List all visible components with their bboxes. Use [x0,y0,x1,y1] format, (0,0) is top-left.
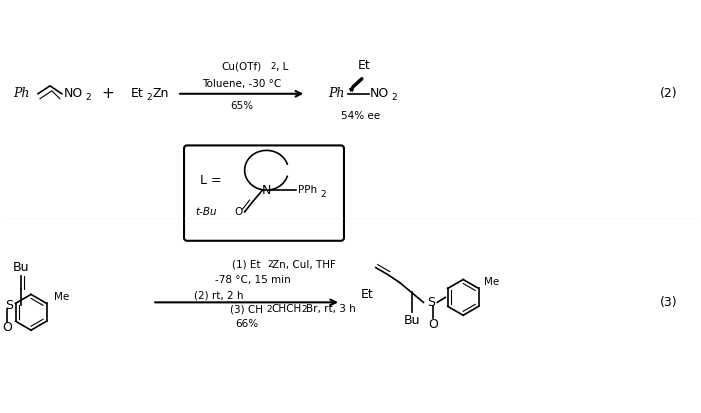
Text: L =: L = [200,174,222,187]
Text: t-Bu: t-Bu [195,207,217,217]
Text: 54% ee: 54% ee [341,111,380,121]
Text: NO: NO [64,87,83,100]
Text: (1) Et: (1) Et [232,260,261,270]
Text: Me: Me [484,278,499,287]
Text: (2): (2) [660,87,678,100]
Text: (3) CH: (3) CH [230,304,263,314]
Text: Et: Et [358,59,370,72]
Text: 66%: 66% [235,319,258,329]
Text: , L: , L [276,62,289,72]
Text: Toluene, -30 °C: Toluene, -30 °C [202,79,281,89]
Text: Cu(OTf): Cu(OTf) [222,62,261,72]
Text: 2: 2 [147,93,152,102]
Text: O: O [428,318,438,331]
Text: 2: 2 [266,305,272,314]
Text: S: S [5,299,13,312]
Text: Bu: Bu [13,261,29,274]
Text: CHCH: CHCH [271,304,301,314]
Text: (2) rt, 2 h: (2) rt, 2 h [194,290,243,300]
Text: 2: 2 [320,190,326,199]
Text: PPh: PPh [298,185,318,195]
Text: Et: Et [130,87,143,100]
Text: 65%: 65% [230,101,253,111]
Text: 2: 2 [301,305,307,314]
Text: Zn, CuI, THF: Zn, CuI, THF [273,260,336,270]
FancyBboxPatch shape [184,145,344,241]
Text: 2: 2 [86,93,91,102]
Text: O: O [2,320,12,334]
Text: Zn: Zn [152,87,169,100]
Text: +: + [101,86,114,101]
Text: -78 °C, 15 min: -78 °C, 15 min [202,275,291,285]
Text: N: N [261,184,271,197]
Text: 2: 2 [392,93,397,102]
Text: O: O [235,207,243,217]
Text: Ph: Ph [328,87,344,100]
Text: (3): (3) [660,296,678,309]
Text: NO: NO [370,87,389,100]
Text: 2: 2 [271,62,275,71]
Text: Me: Me [54,292,69,302]
Text: S: S [428,296,435,309]
Text: Bu: Bu [403,314,420,327]
Text: Et: Et [361,288,374,301]
Text: 2: 2 [268,260,273,269]
Text: Ph: Ph [13,87,29,100]
Text: Br, rt, 3 h: Br, rt, 3 h [306,304,356,314]
